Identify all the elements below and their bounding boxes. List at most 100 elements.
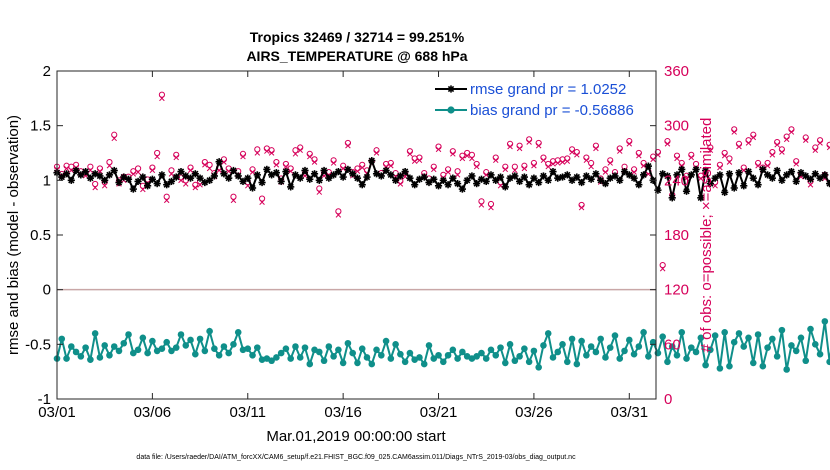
rmse-point bbox=[86, 174, 94, 182]
x-tick-label: 03/21 bbox=[420, 404, 458, 421]
legend-box bbox=[427, 77, 649, 119]
rmse-point bbox=[611, 172, 619, 180]
bias-point bbox=[516, 353, 523, 360]
rmse-point bbox=[272, 169, 280, 177]
rmse-point bbox=[740, 182, 748, 190]
rmse-point bbox=[797, 169, 805, 177]
y-right-tick-label: 120 bbox=[664, 282, 689, 299]
obs-possible-point bbox=[750, 131, 757, 138]
obs-assimilated-point bbox=[802, 137, 809, 143]
bias-point bbox=[702, 361, 709, 369]
obs-assimilated-point bbox=[354, 168, 361, 174]
obs-assimilated-point bbox=[688, 154, 695, 161]
rmse-point bbox=[773, 166, 781, 175]
obs-assimilated-point bbox=[516, 145, 523, 152]
obs-assimilated-point bbox=[159, 95, 165, 102]
rmse-point bbox=[578, 178, 586, 187]
bias-point bbox=[377, 351, 385, 359]
obs-assimilated-point bbox=[783, 136, 790, 143]
bias-point bbox=[344, 339, 352, 347]
bias-point bbox=[182, 342, 190, 349]
obs-possible-point bbox=[106, 159, 113, 166]
obs-assimilated-point bbox=[63, 165, 70, 172]
rmse-point bbox=[573, 173, 581, 181]
bias-point bbox=[740, 343, 748, 350]
y-right-tick-label: 360 bbox=[664, 63, 689, 80]
bias-point bbox=[621, 347, 628, 355]
rmse-point bbox=[468, 172, 476, 180]
obs-possible-point bbox=[511, 163, 518, 170]
bias-point bbox=[392, 341, 399, 348]
obs-assimilated-point bbox=[411, 158, 418, 164]
obs-assimilated-point bbox=[578, 204, 585, 211]
bias-point bbox=[77, 353, 85, 360]
bias-point bbox=[754, 331, 762, 338]
data-file-footer: data file: /Users/raeder/DAI/ATM_forcXX/… bbox=[136, 454, 576, 461]
obs-assimilated-point bbox=[545, 163, 551, 170]
rmse-point bbox=[783, 171, 791, 179]
obs-possible-point bbox=[254, 146, 261, 153]
obs-assimilated-point bbox=[540, 157, 547, 164]
rmse-point bbox=[587, 175, 595, 183]
rmse-point bbox=[334, 167, 342, 176]
bias-point bbox=[659, 333, 666, 340]
y-tick-label: 2 bbox=[43, 63, 51, 80]
rmse-point bbox=[387, 171, 395, 179]
obs-assimilated-point bbox=[626, 141, 633, 147]
rmse-point bbox=[759, 165, 767, 173]
bias-point bbox=[244, 345, 252, 353]
rmse-point bbox=[110, 166, 118, 175]
rmse-point bbox=[501, 183, 509, 191]
bias-point bbox=[769, 335, 776, 343]
obs-assimilated-point bbox=[483, 172, 489, 178]
obs-possible-point bbox=[793, 158, 800, 165]
bias-point bbox=[63, 355, 70, 362]
obs-assimilated-point bbox=[187, 167, 194, 174]
bias-point bbox=[358, 345, 366, 353]
rmse-point bbox=[568, 176, 576, 184]
rmse-point bbox=[716, 171, 724, 179]
obs-possible-point bbox=[158, 91, 166, 98]
rmse-point bbox=[592, 170, 600, 178]
rmse-point bbox=[487, 171, 495, 179]
obs-possible-point bbox=[673, 152, 681, 159]
bias-point bbox=[277, 349, 285, 357]
rmse-point bbox=[411, 181, 419, 189]
obs-assimilated-point bbox=[588, 163, 594, 170]
bias-point bbox=[559, 341, 566, 348]
obs-assimilated-point bbox=[173, 154, 179, 161]
rmse-point bbox=[640, 171, 648, 179]
rmse-point bbox=[654, 186, 662, 194]
bias-point bbox=[115, 347, 123, 355]
obs-assimilated-point bbox=[192, 184, 199, 191]
obs-assimilated-point bbox=[493, 157, 499, 164]
obs-assimilated-point bbox=[473, 163, 480, 170]
rmse-point bbox=[673, 171, 681, 179]
rmse-point bbox=[439, 176, 447, 184]
obs-assimilated-point bbox=[163, 197, 170, 204]
obs-assimilated-point bbox=[397, 181, 404, 187]
obs-possible-point bbox=[468, 151, 476, 158]
rmse-point bbox=[535, 178, 543, 187]
bias-point bbox=[187, 336, 194, 344]
rmse-point bbox=[802, 172, 810, 180]
rmse-point bbox=[449, 174, 457, 182]
bias-point bbox=[230, 341, 237, 348]
obs-assimilated-point bbox=[721, 152, 728, 159]
bias-point bbox=[134, 346, 142, 354]
bias-point bbox=[811, 341, 819, 348]
obs-possible-point bbox=[478, 198, 485, 205]
obs-assimilated-point bbox=[435, 146, 442, 153]
bias-point bbox=[287, 355, 294, 362]
bias-point bbox=[149, 337, 156, 345]
bias-point bbox=[316, 348, 323, 356]
obs-assimilated-point bbox=[307, 153, 313, 160]
bias-point bbox=[363, 354, 371, 361]
obs-possible-point bbox=[721, 149, 728, 157]
bias-point bbox=[501, 359, 509, 367]
bias-point bbox=[635, 343, 643, 350]
obs-assimilated-point bbox=[431, 166, 437, 173]
obs-assimilated-point bbox=[416, 157, 423, 164]
rmse-point bbox=[544, 176, 552, 184]
